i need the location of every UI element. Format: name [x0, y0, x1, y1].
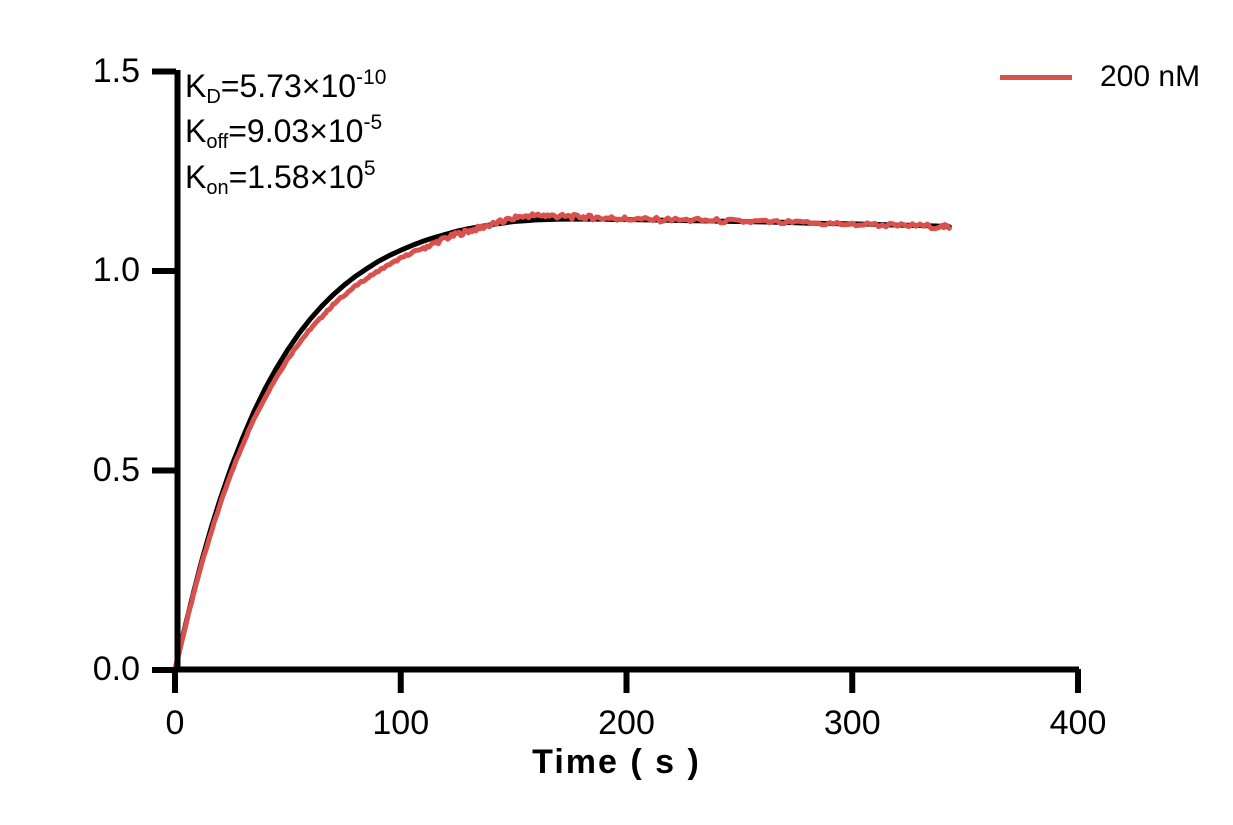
x-tick-label: 300	[823, 704, 881, 742]
y-axis-ticks	[152, 68, 176, 673]
koff-symbol: K	[185, 113, 207, 150]
y-tick-label: 1.0	[92, 251, 140, 289]
y-tick-label: 0.0	[92, 650, 140, 688]
kd-subscript: D	[206, 86, 221, 108]
x-tick-label: 0	[165, 704, 185, 742]
measured-curve-line	[172, 211, 952, 673]
x-tick-label: 400	[1049, 704, 1107, 742]
kon-exponent: 5	[363, 156, 376, 180]
kon-equation: Kon=1.58×105	[185, 155, 386, 200]
y-tick-label: 1.5	[92, 51, 140, 90]
fit-curve-line	[172, 216, 952, 673]
x-axis-ticks	[172, 669, 1081, 693]
legend: 200 nM	[1000, 62, 1200, 92]
kd-exponent: -10	[356, 66, 387, 89]
koff-value: =9.03×10	[228, 113, 364, 150]
x-tick-label: 100	[372, 704, 430, 742]
x-axis-title: Time ( s )	[532, 743, 701, 781]
x-tick-label: 200	[598, 704, 655, 742]
legend-color-swatch	[1000, 74, 1072, 80]
legend-label: 200 nM	[1100, 60, 1201, 93]
y-tick-label: 0.5	[92, 450, 140, 489]
kd-value: =5.73×10	[220, 68, 357, 104]
kinetics-annotation: KD=5.73×10-10 Koff=9.03×10-5 Kon=1.58×10…	[185, 64, 386, 200]
kon-symbol: K	[185, 158, 207, 195]
kd-symbol: K	[185, 68, 207, 104]
koff-exponent: -5	[363, 111, 383, 135]
kon-value: =1.58×10	[228, 158, 364, 195]
axis-group	[152, 68, 1081, 693]
koff-equation: Koff=9.03×10-5	[185, 109, 386, 154]
kon-subscript: on	[206, 176, 229, 199]
koff-subscript: off	[206, 131, 229, 154]
data-series-group	[172, 211, 952, 673]
kd-equation: KD=5.73×10-10	[185, 64, 386, 109]
